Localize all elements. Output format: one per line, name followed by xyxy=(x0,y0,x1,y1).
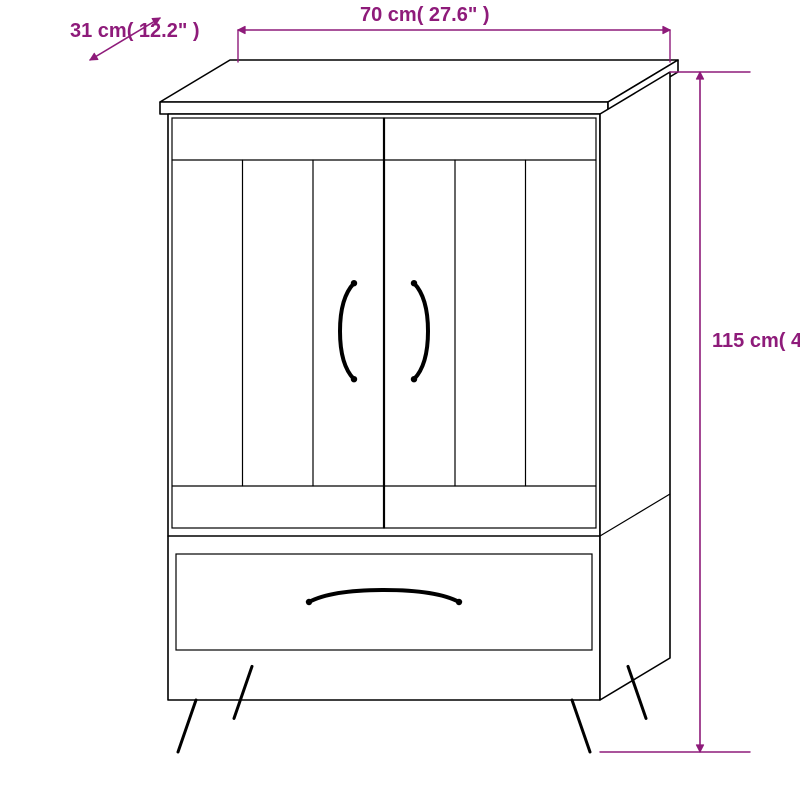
diagram-stage: 31 cm( 12.2" ) 70 cm( 27.6" ) 115 cm( 45… xyxy=(0,0,800,800)
door-handle-right-cap-a xyxy=(411,280,417,286)
door-handle-left-cap-a xyxy=(351,280,357,286)
dim-width-arrow-a xyxy=(238,26,245,33)
side-face xyxy=(600,72,670,700)
dimension-depth-label: 31 cm( 12.2" ) xyxy=(70,20,200,43)
dim-depth-arrow-a xyxy=(90,53,98,60)
dim-height-arrow-a xyxy=(696,72,703,79)
drawer-handle-cap-b xyxy=(456,599,462,605)
cabinet-drawing xyxy=(0,0,800,800)
dim-width-arrow-b xyxy=(663,26,670,33)
top-face xyxy=(160,60,678,102)
dimension-height-label: 115 cm( 45.3" ) xyxy=(712,330,800,353)
leg-front-left xyxy=(178,700,196,752)
door-handle-left-cap-b xyxy=(351,376,357,382)
dim-height-arrow-b xyxy=(696,745,703,752)
leg-front-right xyxy=(572,700,590,752)
dimension-width-label: 70 cm( 27.6" ) xyxy=(360,4,490,27)
door-handle-right-cap-b xyxy=(411,376,417,382)
drawer-handle-cap-a xyxy=(306,599,312,605)
top-front-edge xyxy=(160,102,608,114)
